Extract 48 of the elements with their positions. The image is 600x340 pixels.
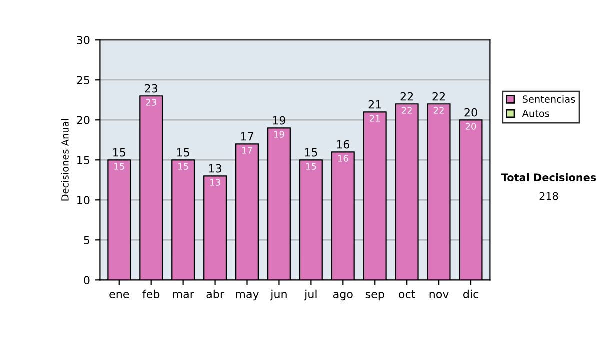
y-tick-label: 5 xyxy=(84,236,90,245)
total-label: 20 xyxy=(464,108,478,117)
x-tick-label: oct xyxy=(399,290,416,298)
data-label: 23 xyxy=(146,99,156,106)
x-tick-label: ene xyxy=(110,292,130,298)
legend-label: Autos xyxy=(522,110,550,118)
y-tick-label: 10 xyxy=(78,196,90,205)
data-label: 15 xyxy=(178,163,188,170)
data-label: 17 xyxy=(242,147,252,154)
y-tick-label: 15 xyxy=(78,156,90,165)
data-label: 13 xyxy=(210,179,220,186)
total-label: 21 xyxy=(368,100,382,109)
x-tick-label: abr xyxy=(206,290,224,298)
y-tick-label: 30 xyxy=(77,36,90,44)
data-label: 22 xyxy=(434,107,444,114)
total-label: 16 xyxy=(337,140,350,149)
data-label: 15 xyxy=(114,163,124,170)
text: Total Decisiones xyxy=(501,173,596,182)
x-tick-label: jul xyxy=(304,290,317,301)
y-tick-label: 20 xyxy=(77,116,90,125)
data-label: 21 xyxy=(370,115,380,122)
data-label: 20 xyxy=(466,123,476,130)
total-label: 15 xyxy=(305,148,318,157)
x-tick-label: nov xyxy=(430,292,449,298)
y-tick-label: 25 xyxy=(77,76,90,85)
total-label: 22 xyxy=(432,92,446,101)
data-label: 15 xyxy=(306,163,316,170)
x-tick-label: sep xyxy=(366,292,384,301)
data-label: 16 xyxy=(338,155,348,162)
x-tick-label: feb xyxy=(142,290,160,298)
x-tick-label: may xyxy=(236,292,260,301)
total-label: 13 xyxy=(209,164,222,173)
legend-label: Sentencias xyxy=(522,95,576,104)
total-label: 15 xyxy=(177,148,190,157)
total-label: 15 xyxy=(114,148,126,157)
total-label: 22 xyxy=(400,92,414,101)
x-tick-label: jun xyxy=(270,290,287,301)
y-axis-title: Decisiones Anual xyxy=(61,119,69,201)
y-tick-label: 0 xyxy=(84,276,90,285)
total-label: 17 xyxy=(241,132,254,141)
x-tick-label: ago xyxy=(333,292,353,301)
data-label: 22 xyxy=(402,107,412,114)
total-label: 23 xyxy=(145,84,158,93)
x-tick-label: dic xyxy=(464,290,478,298)
x-tick-label: mar xyxy=(173,292,194,298)
text: 218 xyxy=(540,192,558,200)
data-label: 19 xyxy=(274,131,284,138)
total-label: 19 xyxy=(273,116,286,125)
